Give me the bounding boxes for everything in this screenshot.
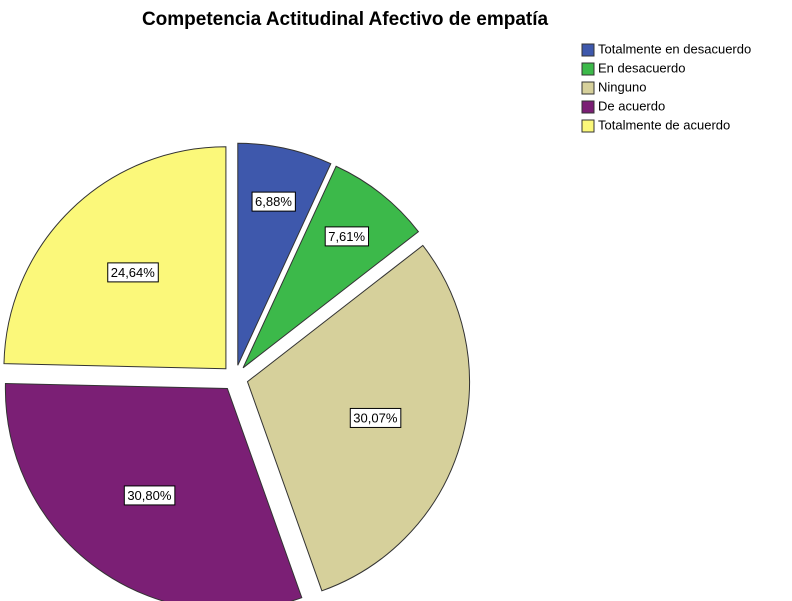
data-label: 6,88% bbox=[255, 194, 292, 209]
pie-slice bbox=[242, 165, 420, 369]
data-label-group: 30,07% bbox=[349, 407, 402, 428]
legend-label: En desacuerdo bbox=[598, 60, 685, 75]
data-label-box bbox=[123, 485, 176, 506]
legend-label: Totalmente en desacuerdo bbox=[598, 41, 751, 56]
data-label: 30,07% bbox=[353, 410, 398, 425]
data-label-box bbox=[324, 226, 370, 247]
legend-label: Totalmente de acuerdo bbox=[598, 117, 730, 132]
pie-slice bbox=[3, 146, 227, 370]
data-label-group: 6,88% bbox=[251, 191, 296, 212]
data-label-box bbox=[251, 191, 296, 212]
legend-label: De acuerdo bbox=[598, 98, 665, 113]
legend-swatch bbox=[581, 100, 595, 114]
data-label-group: 30,80% bbox=[123, 485, 176, 506]
legend-swatch bbox=[581, 43, 595, 57]
legend-label: Ninguno bbox=[598, 79, 646, 94]
legend-swatch bbox=[581, 119, 595, 133]
legend-swatch bbox=[581, 81, 595, 95]
data-label-group: 24,64% bbox=[107, 262, 159, 283]
data-label: 24,64% bbox=[111, 265, 156, 280]
data-label-box bbox=[107, 262, 159, 283]
chart-title: Competencia Actitudinal Afectivo de empa… bbox=[142, 9, 549, 30]
data-label: 7,61% bbox=[328, 229, 365, 244]
data-label-group: 7,61% bbox=[324, 226, 370, 247]
data-label-box bbox=[349, 407, 402, 428]
data-label: 30,80% bbox=[127, 488, 172, 503]
legend-swatch bbox=[581, 62, 595, 76]
